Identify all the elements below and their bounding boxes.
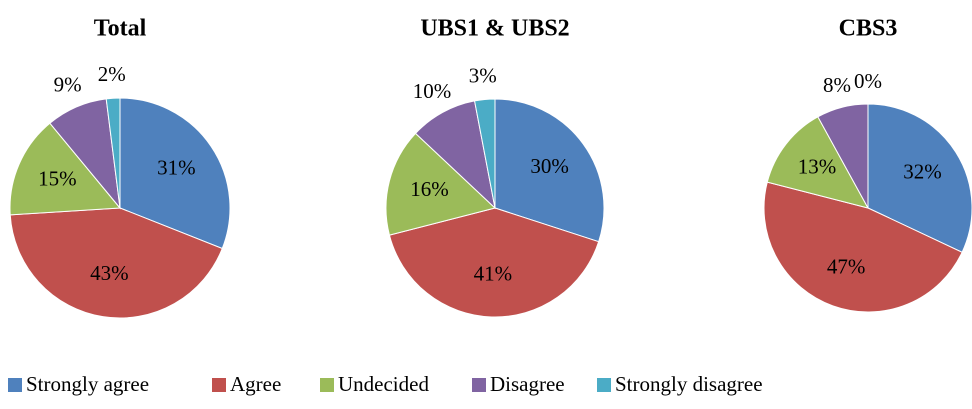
pie-slice	[9, 207, 223, 319]
chart-title: UBS1 & UBS2	[420, 16, 569, 42]
legend-label: Undecided	[338, 372, 429, 396]
legend-swatch	[597, 378, 611, 392]
legend-swatch	[212, 378, 226, 392]
chart-title: Total	[94, 16, 147, 42]
data-label: 47%	[827, 254, 866, 278]
data-label: 43%	[90, 261, 129, 285]
chart-title: CBS3	[839, 16, 898, 42]
data-label: 0%	[854, 69, 882, 93]
data-label: 32%	[903, 159, 942, 183]
legend-swatch	[472, 378, 486, 392]
legend-label: Strongly disagree	[615, 372, 763, 396]
legend-swatch	[8, 378, 22, 392]
pie-slice	[763, 181, 963, 313]
pie-slice	[388, 207, 600, 318]
pie-slice	[9, 122, 122, 216]
legend-swatch	[320, 378, 334, 392]
legend-label: Agree	[230, 372, 281, 396]
pie-slice	[385, 132, 497, 236]
data-label: 8%	[823, 73, 851, 97]
data-label: 9%	[54, 73, 82, 97]
data-label: 15%	[38, 167, 77, 191]
data-label: 10%	[413, 79, 452, 103]
data-label: 3%	[469, 64, 497, 88]
data-label: 31%	[157, 155, 196, 179]
pie-slice	[105, 97, 121, 209]
data-label: 2%	[98, 62, 126, 86]
pie-slice	[867, 103, 972, 253]
pie-slice	[494, 98, 605, 243]
legend-label: Disagree	[490, 372, 565, 396]
data-label: 41%	[474, 261, 513, 285]
legend-label: Strongly agree	[26, 372, 149, 396]
data-label: 13%	[798, 154, 837, 178]
pie-slice	[473, 98, 496, 209]
data-label: 30%	[530, 154, 569, 178]
pie-slice	[766, 116, 869, 209]
data-label: 16%	[410, 177, 449, 201]
pie-slice	[119, 97, 231, 250]
